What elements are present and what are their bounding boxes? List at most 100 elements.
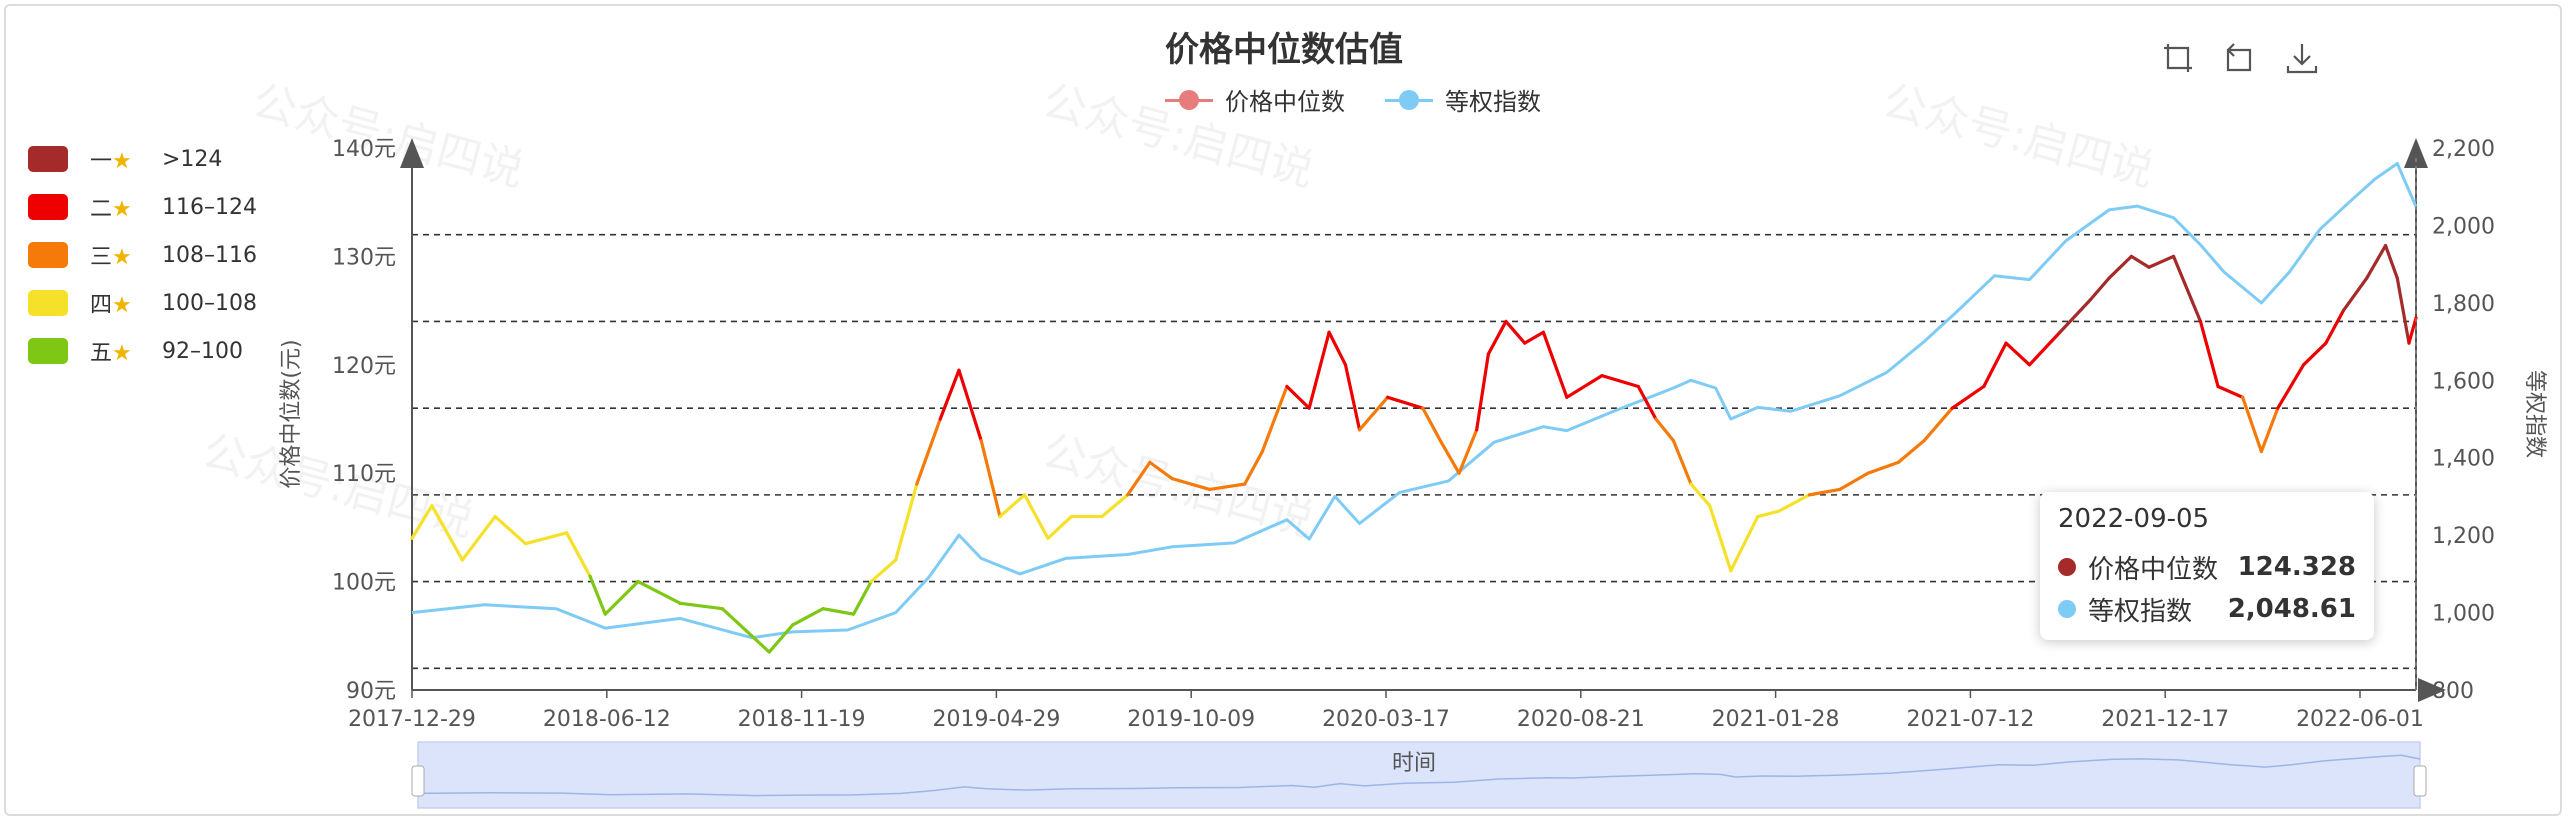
zoom-reset-icon[interactable] [2222,40,2258,76]
series-segment-median [588,574,607,616]
series-segment-median [565,531,592,578]
y-tick-label-right: 2,000 [2432,214,2495,239]
x-axis-arrow-icon [2418,678,2446,702]
y-tick-label-right: 1,800 [2432,292,2495,317]
legend-marker-icon [1165,88,1213,112]
series-segment-median [1541,330,1569,399]
series-segment-median [1357,395,1390,432]
series-segment-median [1457,428,1479,475]
visual-map-rank: 四★ [90,287,162,319]
series-segment-median [2365,243,2388,280]
series-segment-median [915,417,942,486]
series-segment-median [1807,487,1842,497]
series-segment-median [1600,374,1640,389]
series-segment-median [1523,330,1546,345]
datazoom-handle-right[interactable] [2413,765,2427,797]
chart-title: 价格中位数估值 [1165,30,1403,70]
visual-map-rank: 二★ [90,191,162,223]
range-label: 108–116 [162,242,257,268]
series-segment-median [603,579,640,616]
visual-map-item[interactable]: 五★ 92–100 [28,327,257,375]
series-legend: 价格中位数 等权指数 [1165,82,1541,117]
x-tick-label: 2021-01-28 [1712,707,1840,732]
tooltip-row: 价格中位数 124.328 [2058,546,2356,588]
series-dot-icon [2058,600,2076,618]
tooltip-series-value: 2,048.61 [2227,594,2356,624]
series-segment-median [1756,509,1781,519]
legend-item-median[interactable]: 价格中位数 [1165,82,1345,117]
color-swatch-icon [28,338,68,364]
tooltip: 2022-09-05 价格中位数 124.328 等权指数 2,048.61 [2040,492,2374,640]
x-tick-label: 2017-12-29 [348,707,476,732]
series-segment-median [1126,460,1152,497]
series-segment-median [1100,493,1130,519]
series-segment-median [1343,363,1362,432]
range-label: >124 [162,146,223,172]
legend-item-index[interactable]: 等权指数 [1385,82,1541,117]
series-segment-median [1022,493,1050,540]
color-swatch-icon [28,146,68,172]
series-segment-median [1565,374,1604,399]
y-axis-right-arrow-icon [2404,138,2428,168]
series-segment-median [1729,514,1760,573]
series-segment-median [1689,482,1712,508]
series-segment-median [791,607,825,627]
zoom-icon[interactable] [2160,40,2196,76]
legend-label: 等权指数 [1445,88,1541,116]
toolbox [2160,40,2320,76]
tooltip-row: 等权指数 2,048.61 [2058,588,2356,630]
visual-map-item[interactable]: 一★ >124 [28,135,257,183]
series-segment-median [1777,493,1811,513]
y-tick-label-right: 1,600 [2432,369,2495,394]
series-segment-median [1438,439,1461,475]
star-icon: ★ [112,197,132,222]
x-tick-label: 2019-10-09 [1127,707,1255,732]
x-tick-label: 2018-11-19 [738,707,866,732]
star-icon: ★ [112,293,132,318]
download-icon[interactable] [2284,40,2320,76]
series-segment-median [2147,254,2176,269]
legend-marker-icon [1385,88,1433,112]
series-segment-median [979,439,1002,519]
rank-label: 四 [90,293,113,318]
series-segment-median [1838,471,1870,492]
y-tick-label-left: 140元 [332,137,396,162]
series-segment-median [460,514,497,562]
series-segment-median [2171,254,2203,324]
series-segment-median [2129,254,2151,269]
range-label: 92–100 [162,338,243,364]
series-segment-median [1950,384,1986,410]
y-tick-label-right: 1,000 [2432,602,2495,627]
y-tick-label-left: 130元 [332,245,396,270]
series-segment-median [750,634,771,654]
series-segment-median [2088,276,2111,302]
x-axis-title: 时间 [1392,751,1436,776]
series-segment-median [2407,316,2418,345]
series-segment-median [1671,439,1693,486]
series-segment-median [1285,384,1311,410]
tooltip-series-name: 等权指数 [2088,596,2193,627]
series-segment-median [1307,330,1331,410]
series-segment-median [957,368,983,443]
series-segment-median [2276,363,2306,410]
color-swatch-icon [28,242,68,268]
y-tick-label-right: 2,200 [2432,137,2495,162]
series-segment-median [2198,319,2220,389]
series-segment-median [720,607,754,638]
datazoom-preview-line [417,754,2421,797]
y-axis-title-right: 等权指数 [2522,370,2547,458]
visual-map-item[interactable]: 二★ 116–124 [28,183,257,231]
visual-map-item[interactable]: 三★ 108–116 [28,231,257,279]
series-line-index [411,162,2418,640]
series-segment-median [821,607,856,616]
series-segment-median [1148,460,1174,481]
visual-map-rank: 三★ [90,239,162,271]
datazoom-handle-left[interactable] [411,765,425,797]
visual-map-item[interactable]: 四★ 100–108 [28,279,257,327]
star-icon: ★ [112,341,132,366]
series-segment-median [869,558,898,584]
series-segment-median [1421,406,1442,443]
tooltip-series-name: 价格中位数 [2088,554,2219,585]
series-segment-median [998,493,1027,519]
